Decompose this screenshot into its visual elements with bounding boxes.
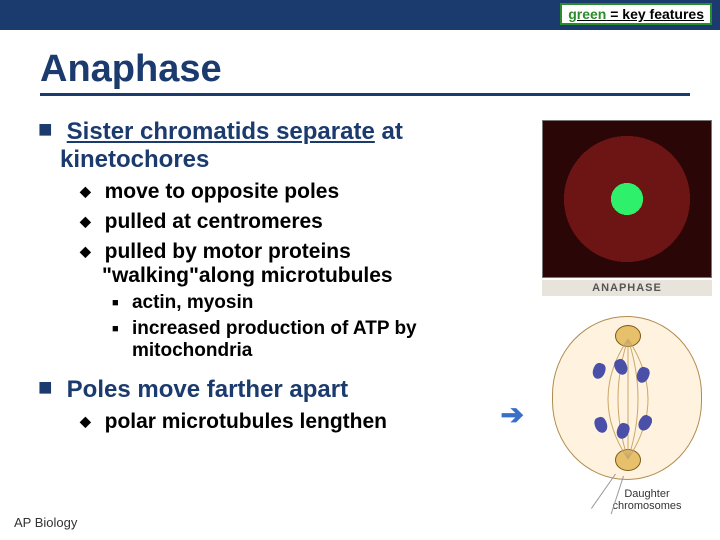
key-badge-green: green bbox=[568, 6, 606, 22]
bullet1-key: Sister chromatids separate bbox=[67, 118, 375, 145]
square-bullet-icon: ■ bbox=[38, 116, 52, 144]
subbullet-motor-proteins: ◆ pulled by motor proteins "walking"alon… bbox=[102, 240, 502, 288]
anaphase-diagram: Daughter chromosomes bbox=[522, 312, 710, 510]
spindle-fibers bbox=[573, 335, 683, 463]
subbullet-polar-lengthen: ◆ polar microtubules lengthen bbox=[102, 410, 502, 434]
b2sub1-text: polar microtubules lengthen bbox=[105, 410, 387, 433]
sub3-text: pulled by motor proteins "walking"along … bbox=[102, 240, 393, 287]
page-title: Anaphase bbox=[40, 48, 690, 96]
key-badge-rest: = key features bbox=[606, 6, 704, 22]
sub3s2-text: increased production of ATP by mitochond… bbox=[132, 318, 417, 361]
diamond-bullet-icon: ◆ bbox=[80, 183, 91, 200]
diamond-bullet-icon: ◆ bbox=[80, 213, 91, 230]
sub3s1-text: actin, myosin bbox=[132, 292, 253, 313]
bullet2-text: Poles move farther apart bbox=[67, 376, 348, 403]
small-square-icon: ■ bbox=[112, 297, 119, 309]
photo-caption: ANAPHASE bbox=[542, 280, 712, 296]
diamond-bullet-icon: ◆ bbox=[80, 413, 91, 430]
diamond-bullet-icon: ◆ bbox=[80, 243, 91, 260]
title-section: Anaphase bbox=[0, 30, 720, 100]
subsub-atp: ■ increased production of ATP by mitocho… bbox=[132, 318, 492, 362]
anaphase-photo bbox=[542, 120, 712, 278]
bullet-poles-apart: ■ Poles move farther apart bbox=[60, 374, 480, 404]
arrow-right-icon: ➔ bbox=[501, 398, 524, 431]
key-features-badge: green = key features bbox=[560, 3, 712, 25]
small-square-icon: ■ bbox=[112, 323, 119, 335]
subbullet-move-opposite: ◆ move to opposite poles bbox=[102, 180, 502, 204]
footer-label: AP Biology bbox=[14, 515, 77, 530]
bullet-sister-chromatids: ■ Sister chromatids separate at kinetoch… bbox=[60, 116, 480, 174]
subbullet-centromeres: ◆ pulled at centromeres bbox=[102, 210, 502, 234]
square-bullet-icon: ■ bbox=[38, 374, 52, 402]
cell-outline bbox=[552, 316, 702, 480]
header-bar: green = key features bbox=[0, 0, 720, 30]
sub2-text: pulled at centromeres bbox=[105, 210, 323, 233]
sub1-text: move to opposite poles bbox=[105, 180, 340, 203]
subsub-actin-myosin: ■ actin, myosin bbox=[132, 292, 492, 314]
